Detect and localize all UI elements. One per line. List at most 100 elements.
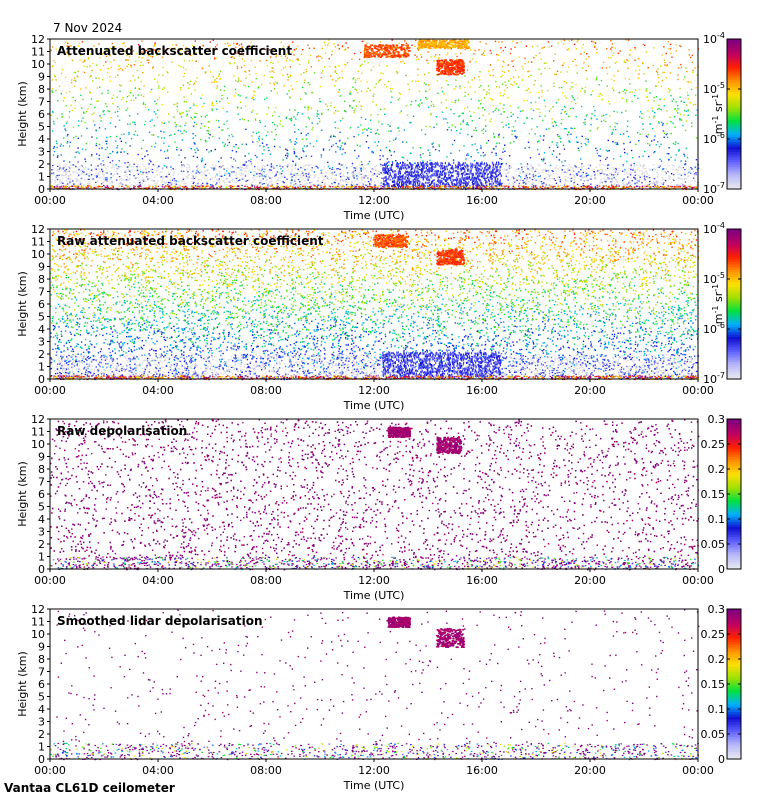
pixel bbox=[505, 124, 507, 126]
pixel bbox=[221, 94, 223, 96]
pixel bbox=[206, 177, 208, 179]
pixel bbox=[403, 62, 406, 64]
pixel bbox=[398, 97, 401, 99]
pixel bbox=[402, 162, 405, 164]
pixel bbox=[663, 59, 666, 61]
pixel bbox=[644, 44, 646, 46]
pixel bbox=[296, 184, 299, 186]
pixel bbox=[460, 123, 462, 125]
pixel bbox=[436, 174, 438, 177]
pixel bbox=[80, 182, 83, 184]
pixel bbox=[289, 180, 291, 182]
pixel bbox=[517, 106, 519, 109]
pixel bbox=[594, 174, 596, 176]
pixel bbox=[367, 147, 370, 149]
pixel bbox=[65, 41, 67, 43]
pixel bbox=[406, 164, 408, 167]
pixel bbox=[341, 153, 343, 155]
pixel bbox=[681, 167, 683, 169]
pixel bbox=[531, 165, 533, 167]
pixel bbox=[480, 184, 482, 187]
pixel bbox=[137, 182, 139, 184]
pixel bbox=[216, 102, 218, 105]
pixel bbox=[215, 183, 217, 186]
pixel bbox=[647, 67, 650, 69]
pixel bbox=[499, 176, 501, 178]
pixel bbox=[193, 178, 196, 180]
pixel bbox=[270, 76, 272, 78]
pixel bbox=[464, 95, 466, 97]
pixel bbox=[200, 179, 202, 181]
pixel bbox=[124, 45, 126, 47]
pixel bbox=[123, 151, 125, 153]
pixel bbox=[424, 185, 426, 187]
pixel bbox=[491, 184, 493, 187]
pixel bbox=[51, 90, 53, 92]
pixel bbox=[151, 171, 154, 174]
pixel bbox=[441, 61, 444, 63]
pixel bbox=[154, 164, 156, 166]
pixel bbox=[531, 61, 533, 63]
pixel bbox=[240, 43, 243, 45]
pixel bbox=[316, 115, 318, 117]
pixel bbox=[687, 81, 690, 83]
pixel bbox=[227, 127, 229, 130]
pixel bbox=[414, 183, 416, 186]
pixel bbox=[587, 141, 589, 143]
pixel bbox=[130, 166, 133, 168]
pixel bbox=[116, 152, 118, 154]
pixel bbox=[98, 158, 100, 160]
pixel bbox=[687, 175, 690, 177]
pixel bbox=[304, 164, 307, 166]
pixel bbox=[290, 173, 292, 175]
pixel bbox=[482, 183, 484, 186]
pixel bbox=[372, 101, 374, 103]
pixel bbox=[76, 178, 78, 180]
pixel bbox=[341, 187, 343, 189]
pixel bbox=[492, 98, 494, 101]
pixel bbox=[607, 150, 609, 152]
pixel bbox=[196, 77, 198, 79]
pixel bbox=[195, 185, 197, 187]
pixel bbox=[677, 112, 679, 114]
pixel bbox=[151, 168, 153, 171]
pixel bbox=[63, 160, 65, 162]
pixel bbox=[241, 177, 244, 179]
pixel bbox=[603, 114, 605, 117]
pixel bbox=[602, 186, 604, 188]
pixel bbox=[512, 113, 514, 116]
pixel bbox=[425, 83, 427, 86]
pixel bbox=[528, 76, 530, 78]
pixel bbox=[483, 169, 485, 172]
pixel bbox=[113, 169, 116, 171]
pixel bbox=[478, 165, 480, 167]
pixel bbox=[489, 165, 491, 168]
pixel bbox=[210, 150, 213, 152]
pixel bbox=[478, 170, 480, 173]
pixel bbox=[245, 170, 247, 172]
pixel bbox=[94, 106, 96, 109]
pixel bbox=[188, 164, 190, 166]
pixel bbox=[499, 180, 501, 183]
pixel bbox=[453, 170, 455, 173]
pixel bbox=[464, 177, 466, 179]
pixel bbox=[637, 175, 640, 177]
pixel bbox=[89, 175, 92, 177]
pixel bbox=[451, 124, 453, 126]
pixel bbox=[505, 175, 507, 177]
pixel bbox=[402, 161, 404, 164]
pixel bbox=[684, 169, 686, 171]
pixel bbox=[593, 178, 596, 180]
pixel bbox=[441, 87, 443, 89]
pixel bbox=[464, 75, 466, 77]
pixel bbox=[388, 185, 390, 188]
pixel bbox=[177, 48, 180, 50]
pixel bbox=[174, 133, 176, 135]
pixel bbox=[187, 82, 189, 84]
pixel bbox=[292, 160, 294, 162]
pixel bbox=[646, 185, 649, 187]
pixel bbox=[658, 166, 660, 168]
pixel bbox=[585, 172, 588, 174]
pixel bbox=[509, 142, 511, 144]
pixel bbox=[308, 176, 310, 178]
